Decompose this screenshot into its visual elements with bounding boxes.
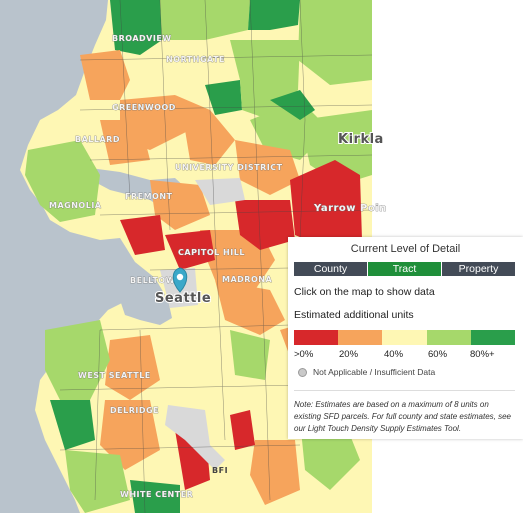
label-seattle: Seattle <box>155 291 211 306</box>
tract-lightgreen-1 <box>298 0 372 85</box>
level-tract-button[interactable]: Tract <box>368 262 442 276</box>
elliott-bay-water <box>120 296 172 325</box>
label-white-center: WHITE CENTER <box>120 490 193 499</box>
label-delridge: DELRIDGE <box>110 406 159 415</box>
tract-boundaries <box>59 0 373 513</box>
legend-swatch-60 <box>426 330 471 345</box>
tract-red-capitol <box>235 200 295 250</box>
tract-green-north-4 <box>205 80 242 115</box>
legend-swatch-0 <box>294 330 339 345</box>
label-capitol-hill: CAPITOL HILL <box>178 248 245 257</box>
tract-orange-5 <box>150 180 210 230</box>
tract-green-westseattle <box>45 320 110 400</box>
label-bfi: BFI <box>212 466 228 475</box>
label-broadview: BROADVIEW <box>112 34 172 43</box>
tract-red-east <box>290 160 362 250</box>
legend-swatch-40 <box>382 330 427 345</box>
label-belltown: BELLTOWN <box>130 276 182 285</box>
tract-red-belltown <box>120 215 165 255</box>
tract-green-south <box>65 450 130 513</box>
legend-title: Estimated additional units <box>294 309 414 321</box>
legend-label-80: 80%+ <box>470 349 495 360</box>
level-county-button[interactable]: County <box>294 262 368 276</box>
level-of-detail-selector: County Tract Property <box>294 262 515 276</box>
not-applicable-label: Not Applicable / Insufficient Data <box>313 367 436 377</box>
tract-orange-8 <box>215 280 285 335</box>
legend-swatch-80 <box>470 330 516 345</box>
tract-lightgreen-east <box>300 110 372 185</box>
label-ballard: BALLARD <box>75 135 120 144</box>
legend-color-bar <box>294 330 516 345</box>
tract-orange-10 <box>100 400 160 470</box>
tract-green-north-1 <box>110 0 162 55</box>
label-madrona: MADRONA <box>222 275 272 284</box>
tract-green-mid <box>230 330 270 380</box>
tract-na-industrial <box>165 405 225 470</box>
not-applicable-dot-icon <box>298 367 307 377</box>
click-hint: Click on the map to show data <box>294 286 435 298</box>
legend-label-60: 60% <box>428 349 448 360</box>
panel-title: Current Level of Detail <box>350 243 461 255</box>
tract-green-north-3 <box>248 0 300 30</box>
tract-red-south-2 <box>230 410 255 450</box>
not-applicable-legend: Not Applicable / Insufficient Data <box>298 366 523 378</box>
tract-green-north-2 <box>160 0 250 40</box>
legend-label-0: >0% <box>294 349 314 360</box>
label-kirkland: Kirkla <box>338 132 384 147</box>
puget-sound-water <box>0 0 165 513</box>
level-property-button[interactable]: Property <box>442 262 515 276</box>
legend-labels: >0% 20% 40% 60% 80%+ <box>294 349 515 361</box>
tract-orange-1 <box>80 50 130 100</box>
tract-lightgreen-magnolia <box>25 140 100 222</box>
tract-orange-3 <box>175 95 235 165</box>
detail-panel: Current Level of Detail County Tract Pro… <box>288 237 523 439</box>
label-magnolia: MAGNOLIA <box>49 201 102 210</box>
legend-label-20: 20% <box>339 349 359 360</box>
tract-orange-9 <box>105 335 160 400</box>
tract-orange-11 <box>250 440 300 505</box>
tract-green-westseattle-2 <box>50 400 95 450</box>
panel-divider <box>294 390 515 391</box>
label-northgate: NORTHGATE <box>166 55 225 64</box>
legend-label-40: 40% <box>384 349 404 360</box>
tract-green-se-2 <box>130 480 180 513</box>
tract-orange-6 <box>235 140 300 195</box>
estimate-note: Note: Estimates are based on a maximum o… <box>294 400 511 433</box>
tract-red-capitolhill <box>165 230 215 270</box>
tract-orange-4 <box>100 120 150 165</box>
label-fremont: FREMONT <box>125 192 173 201</box>
label-greenwood: GREENWOOD <box>112 103 176 112</box>
label-university-district: UNIVERSITY DISTRICT <box>175 163 283 172</box>
label-west-seattle: WEST SEATTLE <box>78 371 151 380</box>
label-yarrow-point: Yarrow Poin <box>313 203 387 214</box>
location-marker-icon[interactable] <box>172 267 188 293</box>
tract-na-university <box>195 178 245 205</box>
legend-swatch-20 <box>338 330 383 345</box>
tract-green-4 <box>270 90 315 120</box>
